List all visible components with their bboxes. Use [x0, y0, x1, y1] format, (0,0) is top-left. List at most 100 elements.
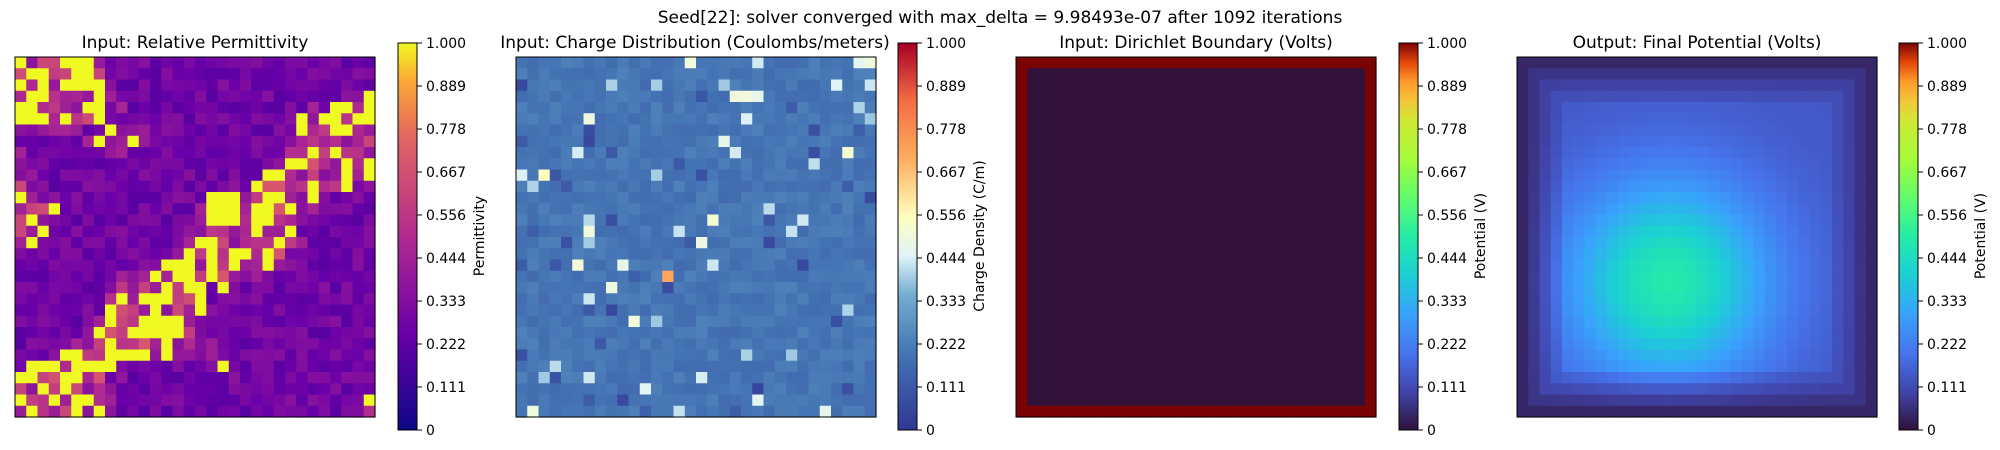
- heatmap-cell: [1342, 158, 1355, 171]
- heatmap-cell: [1685, 102, 1698, 114]
- heatmap-cell: [363, 192, 376, 204]
- heatmap-cell: [527, 315, 540, 328]
- heatmap-cell: [1274, 158, 1287, 171]
- heatmap-cell: [1229, 248, 1242, 261]
- heatmap-cell: [1049, 270, 1062, 283]
- heatmap-cell: [307, 57, 320, 69]
- heatmap-cell: [1297, 293, 1310, 306]
- figure-suptitle: Seed[22]: solver converged with max_delt…: [658, 8, 1343, 28]
- heatmap-cell: [1753, 372, 1766, 384]
- heatmap-cell: [696, 304, 708, 317]
- heatmap-cell: [1184, 315, 1197, 328]
- heatmap-cell: [819, 405, 832, 418]
- heatmap-cell: [606, 248, 618, 261]
- heatmap-cell: [1528, 214, 1541, 227]
- heatmap-cell: [797, 225, 810, 238]
- heatmap-cell: [1286, 147, 1298, 159]
- heatmap-cell: [1139, 180, 1152, 193]
- heatmap-cell: [842, 147, 855, 159]
- heatmap-cell: [808, 124, 821, 137]
- heatmap-cell: [93, 304, 106, 317]
- heatmap-cell: [1595, 338, 1608, 351]
- heatmap-cell: [864, 68, 877, 81]
- heatmap-cell: [797, 372, 810, 384]
- heatmap-cell: [673, 203, 686, 216]
- heatmap-cell: [1539, 203, 1552, 216]
- heatmap-cell: [363, 360, 376, 373]
- heatmap-cell: [1286, 158, 1298, 171]
- heatmap-cell: [1517, 349, 1529, 362]
- heatmap-cell: [1263, 248, 1276, 261]
- heatmap-cell: [1128, 304, 1141, 317]
- colorbar-tick-label: 0.667: [1927, 165, 1967, 181]
- heatmap-cell: [1319, 383, 1332, 396]
- heatmap-cell: [707, 327, 720, 339]
- heatmap-cell: [831, 79, 843, 92]
- heatmap-cell: [1573, 282, 1586, 294]
- heatmap-cell: [1798, 372, 1811, 384]
- heatmap-cell: [1162, 147, 1175, 159]
- heatmap-cell: [1584, 57, 1597, 69]
- heatmap-cell: [617, 57, 630, 69]
- heatmap-cell: [1263, 315, 1276, 328]
- heatmap-cell: [628, 90, 641, 103]
- heatmap-cell: [1151, 304, 1163, 317]
- heatmap-cell: [195, 304, 207, 317]
- heatmap-cell: [786, 248, 798, 261]
- heatmap-cell: [228, 293, 241, 306]
- heatmap-cell: [617, 349, 630, 362]
- heatmap-cell: [1342, 113, 1355, 126]
- heatmap-cell: [273, 192, 286, 204]
- heatmap-cell: [1742, 383, 1754, 396]
- heatmap-cell: [583, 372, 596, 384]
- heatmap-cell: [1865, 203, 1878, 216]
- heatmap-cell: [774, 338, 787, 351]
- heatmap-cell: [1308, 169, 1321, 182]
- heatmap-cell: [352, 282, 365, 294]
- heatmap-cell: [330, 304, 342, 317]
- heatmap-cell: [696, 169, 708, 182]
- heatmap-cell: [206, 203, 219, 216]
- heatmap-cell: [1286, 327, 1298, 339]
- heatmap-cell: [1584, 203, 1597, 216]
- heatmap-cell: [206, 225, 219, 238]
- heatmap-cell: [583, 293, 596, 306]
- heatmap-cell: [1730, 327, 1743, 339]
- heatmap-cell: [228, 68, 241, 81]
- heatmap-cell: [741, 203, 753, 216]
- heatmap-cell: [1151, 270, 1163, 283]
- heatmap-cell: [1083, 248, 1096, 261]
- heatmap-cell: [1787, 214, 1799, 227]
- heatmap-cell: [1229, 169, 1242, 182]
- heatmap-cell: [1319, 270, 1332, 283]
- heatmap-cell: [527, 338, 540, 351]
- heatmap-cell: [1331, 192, 1343, 204]
- heatmap-cell: [1308, 394, 1321, 407]
- heatmap-cell: [183, 203, 196, 216]
- heatmap-cell: [1832, 237, 1844, 249]
- heatmap-cell: [352, 90, 365, 103]
- heatmap-cell: [1151, 158, 1163, 171]
- heatmap-cell: [786, 372, 798, 384]
- heatmap-cell: [797, 79, 810, 92]
- heatmap-cell: [1539, 338, 1552, 351]
- heatmap-cell: [1798, 304, 1811, 317]
- heatmap-cell: [1241, 394, 1253, 407]
- heatmap-cell: [251, 124, 264, 137]
- heatmap-cell: [262, 259, 275, 272]
- heatmap-cell: [1083, 135, 1096, 148]
- heatmap-cell: [1685, 259, 1698, 272]
- heatmap-cell: [561, 79, 573, 92]
- heatmap-cell: [819, 237, 832, 249]
- heatmap-cell: [341, 68, 354, 81]
- heatmap-cell: [1241, 349, 1253, 362]
- heatmap-cell: [1742, 315, 1754, 328]
- colorbar-tick-label: 0.778: [926, 122, 966, 138]
- heatmap-cell: [583, 405, 596, 418]
- heatmap-cell: [127, 383, 140, 396]
- heatmap-cell: [1775, 405, 1788, 418]
- heatmap-cell: [561, 383, 573, 396]
- heatmap-cell: [572, 102, 585, 114]
- heatmap-cell: [707, 192, 720, 204]
- heatmap-permittivity: [15, 57, 376, 418]
